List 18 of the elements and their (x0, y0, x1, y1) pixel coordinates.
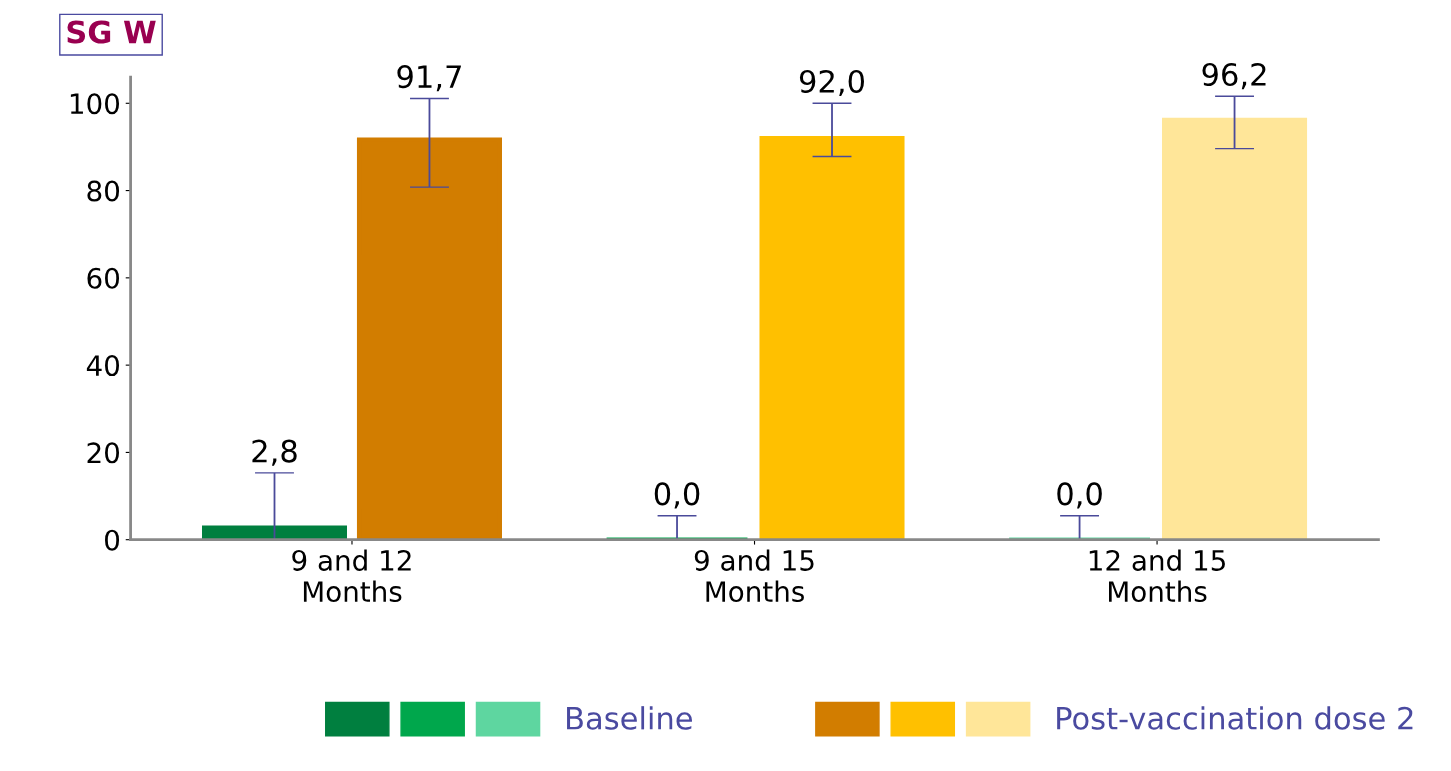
legend-label: Post-vaccination dose 2 (1057, 706, 1413, 730)
data-label: 0,0 (1057, 482, 1102, 509)
data-label: 2,8 (252, 439, 297, 466)
chart-title: SG W (67, 20, 156, 44)
data-label: 92,0 (799, 69, 864, 97)
y-tick-label: 20 (87, 442, 120, 464)
x-tick-label: 9 and 12 Months (292, 549, 411, 603)
x-tick-label: 12 and 15 Months (1089, 549, 1225, 603)
y-tick-label: 80 (87, 180, 120, 202)
data-label: 96,2 (1202, 62, 1266, 90)
x-tick-label: 9 and 15 Months (694, 549, 814, 603)
y-tick-label: 0 (105, 529, 120, 551)
y-tick-label: 100 (70, 93, 120, 115)
y-tick-label: 40 (86, 355, 120, 377)
data-label: 0,0 (654, 482, 700, 509)
y-tick-label: 60 (87, 267, 120, 289)
data-label: 91,7 (397, 65, 461, 92)
legend-label: Baseline (567, 706, 692, 730)
